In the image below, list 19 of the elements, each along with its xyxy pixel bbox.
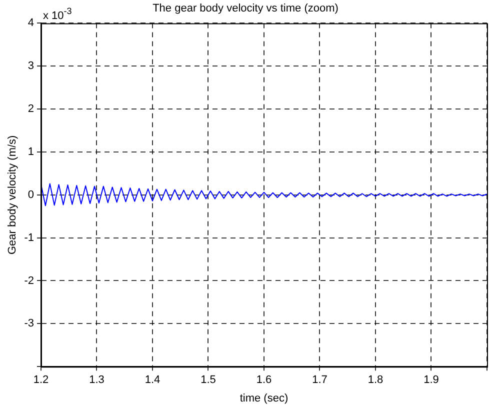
y-tick-label: -2 bbox=[24, 274, 34, 287]
y-tick-label: -1 bbox=[24, 232, 34, 244]
x-tick-label: 1.2 bbox=[33, 374, 49, 386]
y-tick-label: 3 bbox=[28, 60, 34, 72]
x-tick-label: 1.7 bbox=[312, 374, 328, 386]
x-axis-title: time (sec) bbox=[240, 392, 288, 404]
x-tick-label: 1.4 bbox=[144, 374, 160, 386]
x-tick-label: 1.5 bbox=[200, 374, 216, 386]
y-tick-label: -3 bbox=[24, 318, 34, 330]
y-tick-label: 4 bbox=[28, 17, 34, 30]
chart-title: The gear body velocity vs time (zoom) bbox=[152, 2, 338, 15]
y-axis-title: Gear body velocity (m/s) bbox=[6, 135, 19, 254]
y-tick-label: 2 bbox=[28, 103, 34, 116]
y-tick-label: 0 bbox=[28, 188, 34, 201]
x-tick-label: 1.3 bbox=[89, 374, 104, 386]
x-tick-label: 1.8 bbox=[368, 374, 384, 386]
y-tick-label: 1 bbox=[28, 146, 34, 158]
x-tick-label: 1.6 bbox=[256, 374, 272, 386]
x-tick-label: 1.9 bbox=[424, 374, 439, 386]
